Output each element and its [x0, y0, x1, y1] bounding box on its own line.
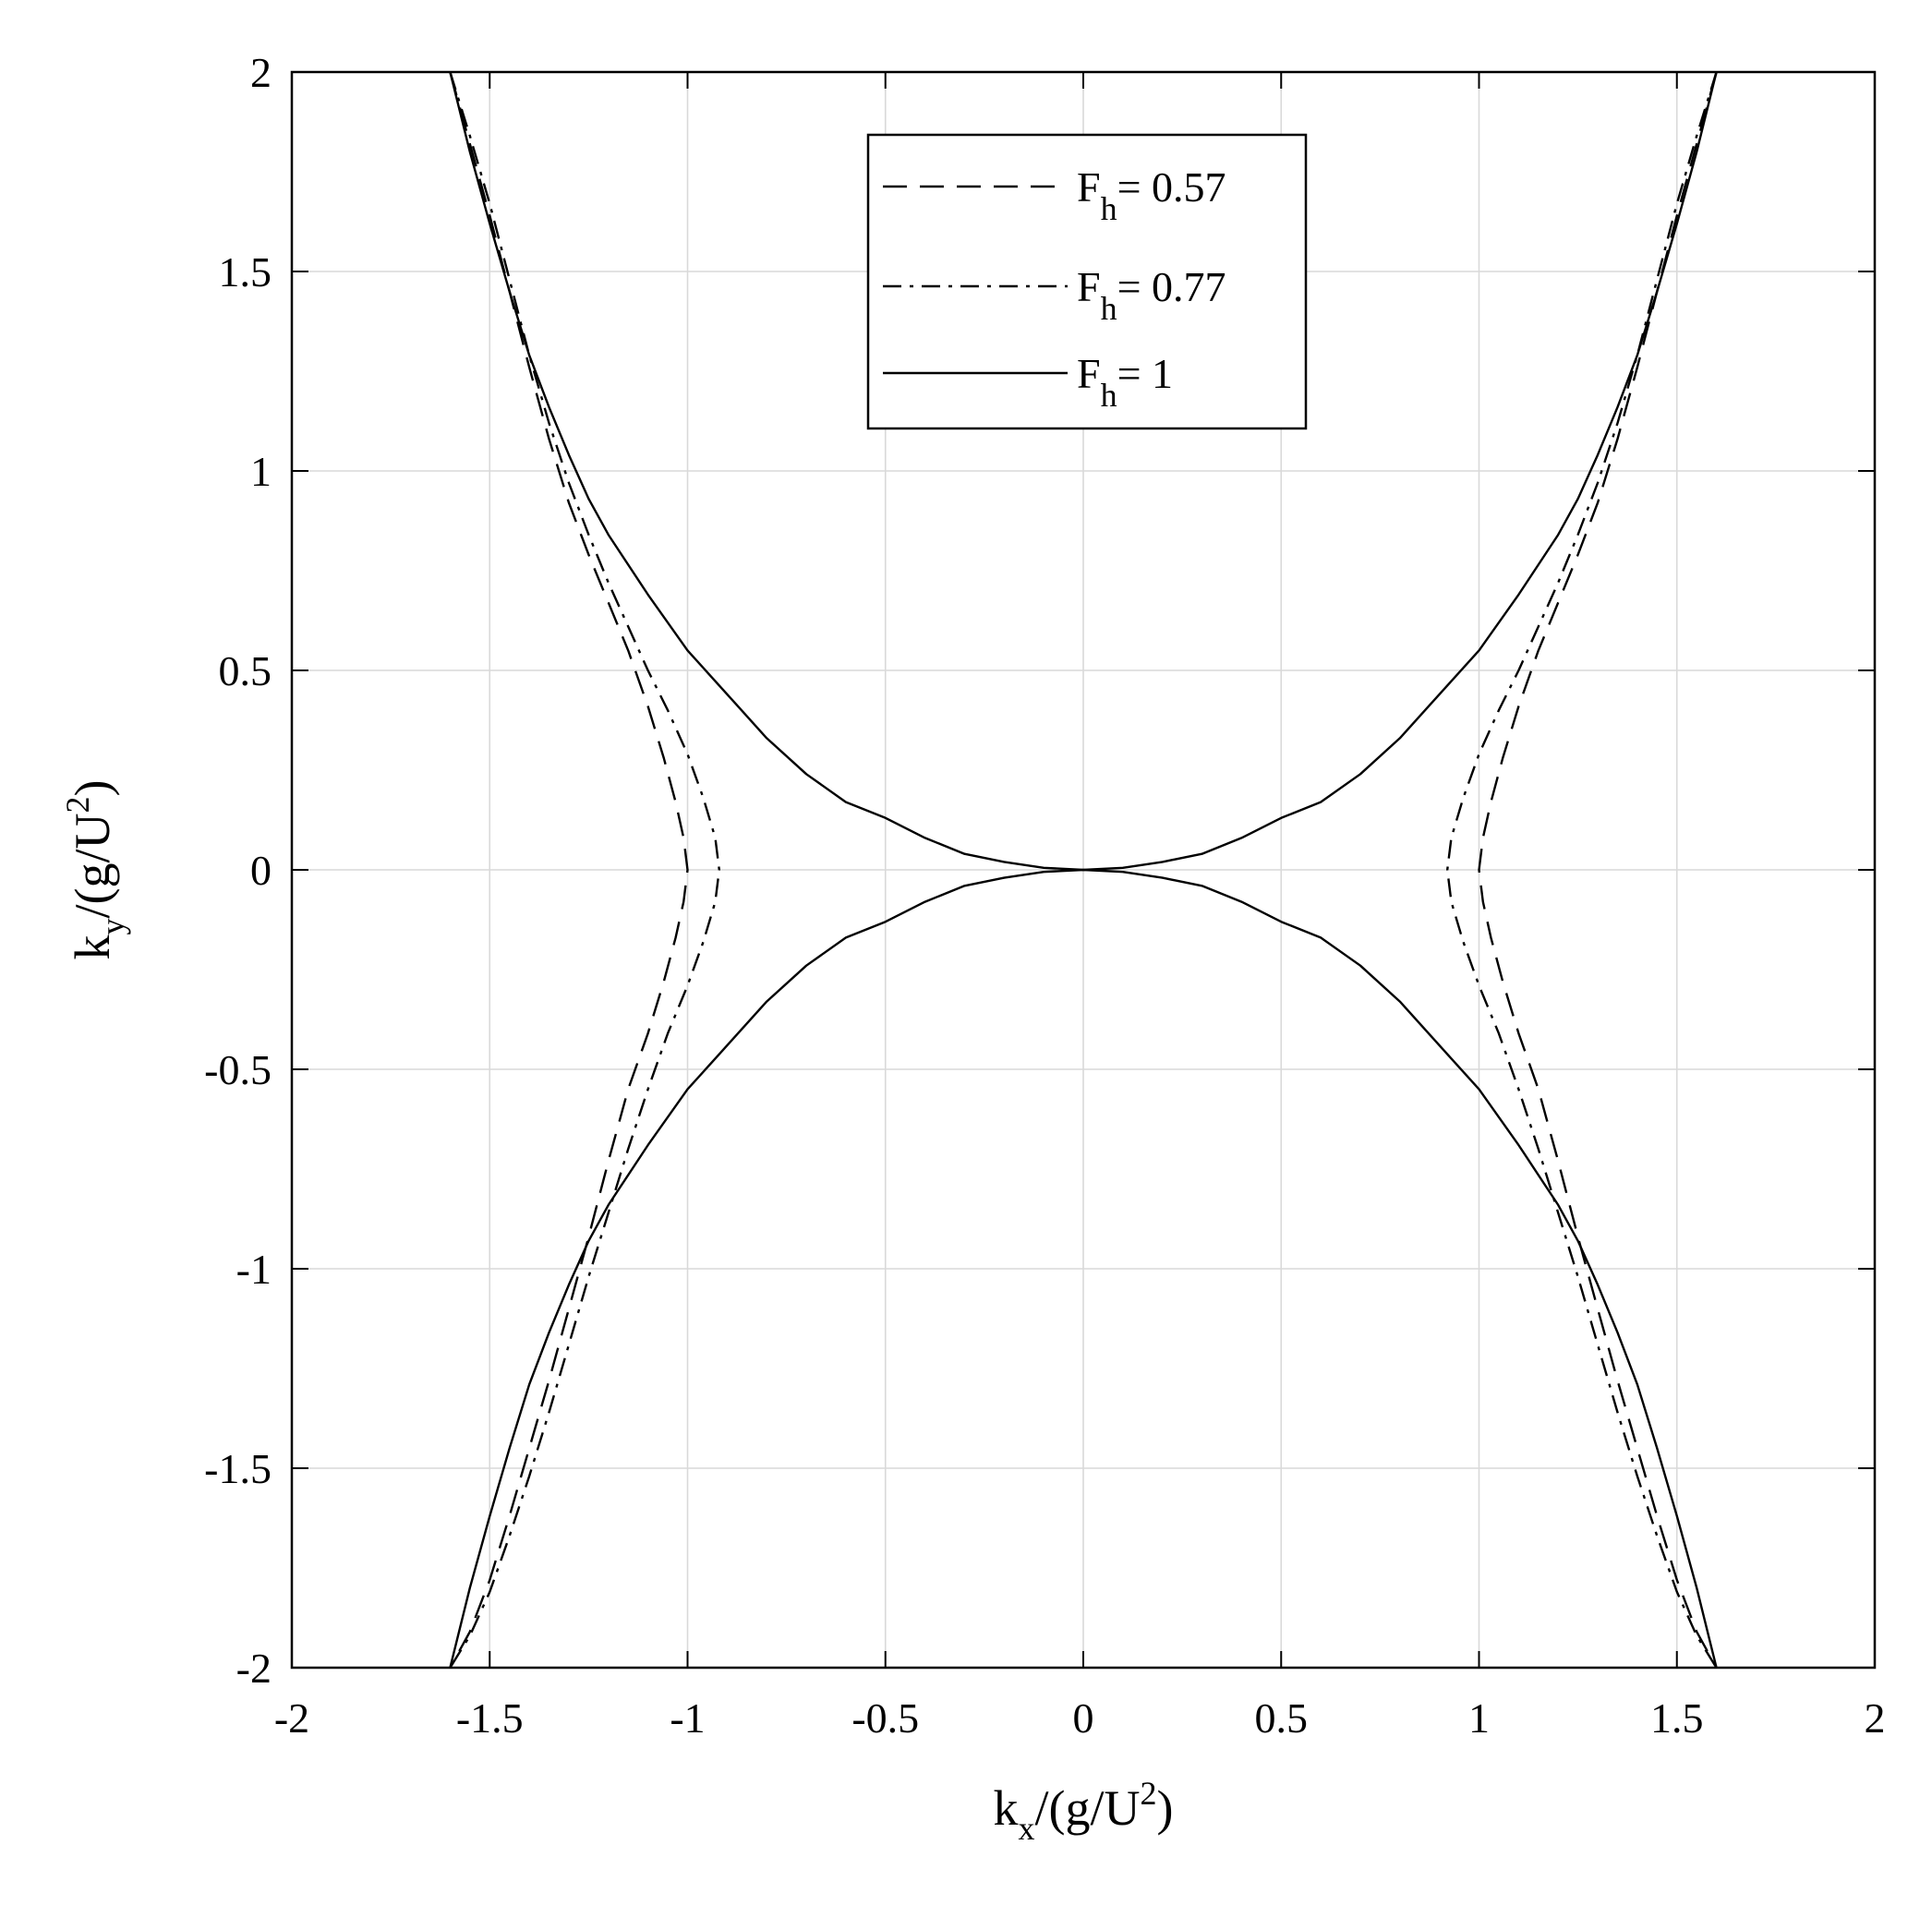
y-axis-label-sup: 2 — [59, 796, 96, 813]
series-group — [449, 71, 1718, 1669]
series-line-dashdot-branch-2 — [1445, 71, 1718, 1669]
legend-subscript: h — [1101, 190, 1117, 227]
legend-value: = 1 — [1117, 350, 1173, 397]
y-tick-label: -0.5 — [204, 1046, 272, 1093]
x-tick-label: 2 — [1865, 1694, 1886, 1742]
tick-marks — [291, 71, 1876, 1669]
y-tick-label: -1 — [236, 1246, 272, 1293]
legend-symbol: F — [1077, 163, 1101, 211]
x-tick-label: -2 — [274, 1694, 309, 1742]
legend-label-dashdot: Fh= 0.77 — [1077, 263, 1226, 327]
y-axis-label-base: k — [65, 934, 120, 959]
x-axis-label-sub: x — [1019, 1810, 1035, 1847]
legend-symbol: F — [1077, 263, 1101, 310]
legend-value: = 0.77 — [1117, 263, 1226, 310]
series-dashed — [449, 71, 1718, 1669]
y-tick-label: 0 — [250, 847, 272, 894]
y-tick-label: 1.5 — [219, 248, 272, 295]
x-axis-label: kx/(g/U2) — [994, 1775, 1174, 1847]
legend-subscript: h — [1101, 377, 1117, 414]
legend-label-solid: Fh= 1 — [1077, 350, 1173, 414]
y-axis-label-sub: y — [94, 918, 131, 934]
x-axis-label-rest: /(g/U — [1035, 1780, 1141, 1836]
y-tick-labels: -2 -1.5 -1 -0.5 0 0.5 1 1.5 2 — [204, 49, 272, 1692]
x-tick-label: 1 — [1468, 1694, 1490, 1742]
y-tick-label: 1 — [250, 448, 272, 495]
series-line-solid-branch-2 — [449, 868, 1718, 1669]
x-axis-label-base: k — [994, 1780, 1019, 1836]
series-dashdot — [449, 71, 1718, 1669]
x-tick-label: 1.5 — [1650, 1694, 1704, 1742]
x-axis-label-close: ) — [1157, 1780, 1174, 1836]
x-tick-label: -0.5 — [851, 1694, 919, 1742]
series-line-dashed-branch-1 — [449, 71, 689, 1669]
x-tick-label: 0.5 — [1255, 1694, 1309, 1742]
legend-symbol: F — [1077, 350, 1101, 397]
series-solid — [449, 71, 1718, 1669]
x-tick-labels: -2 -1.5 -1 -0.5 0 0.5 1 1.5 2 — [274, 1694, 1886, 1742]
legend-value: = 0.57 — [1117, 163, 1226, 211]
x-tick-label: 0 — [1073, 1694, 1094, 1742]
x-axis-label-sup: 2 — [1141, 1775, 1157, 1812]
series-line-dashed-branch-2 — [1478, 71, 1718, 1669]
y-axis-label-close: ) — [65, 780, 120, 797]
y-axis-label: ky/(g/U2) — [59, 780, 131, 960]
x-tick-label: -1 — [670, 1694, 705, 1742]
y-tick-label: -2 — [236, 1645, 272, 1692]
y-tick-label: -1.5 — [204, 1445, 272, 1492]
y-axis-label-rest: /(g/U — [65, 813, 120, 918]
legend-box — [866, 133, 1308, 430]
legend-subscript: h — [1101, 290, 1117, 327]
series-line-dashdot-branch-1 — [449, 71, 720, 1669]
y-tick-label: 2 — [250, 49, 272, 96]
y-tick-label: 0.5 — [219, 647, 272, 694]
legend-label-dashed: Fh= 0.57 — [1077, 163, 1226, 227]
x-tick-label: -1.5 — [456, 1694, 524, 1742]
